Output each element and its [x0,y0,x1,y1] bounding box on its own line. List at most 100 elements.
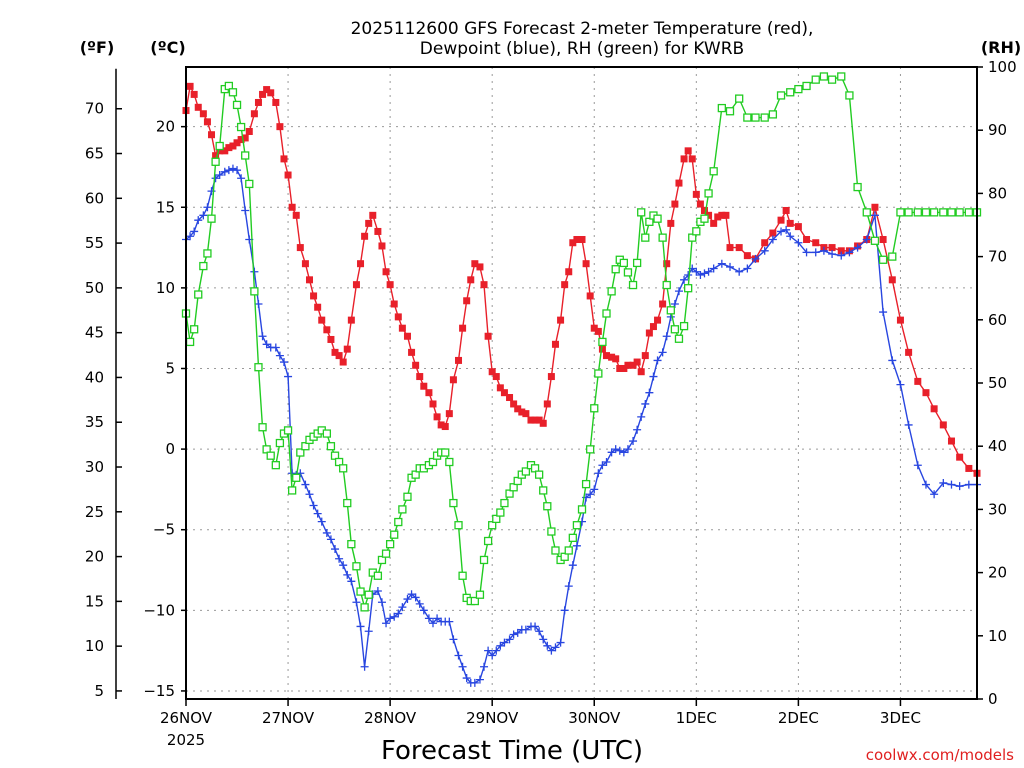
temperature-point [641,352,649,360]
temperature-point [331,348,339,356]
temperature-point [633,358,641,366]
temperature-point [412,361,420,369]
rh-point [547,527,556,536]
dewpoint-point [760,246,769,255]
dewpoint-point [228,164,237,173]
rh-point [185,337,195,347]
rh-point [496,508,505,517]
rh-point [215,141,224,151]
rh-point [776,91,786,100]
temperature-point [250,110,258,118]
dewpoint-point [190,227,199,236]
rh-point [632,258,642,268]
temperature-point [573,236,581,244]
dewpoint-point [364,627,373,636]
rh-point [271,461,280,470]
temperature-point [743,252,751,260]
temperature-point [310,292,318,300]
dewpoint-point [271,343,280,352]
rh-point [194,290,203,299]
dewpoint-point [535,627,544,636]
temperature-point [603,352,611,360]
dewpoint-point [454,651,463,660]
temperature-line [185,84,978,474]
temperature-point [777,216,785,224]
dewpoint-point [390,612,399,621]
temperature-point [586,292,594,300]
dewpoint-point [449,635,458,644]
chart-title-line-2: Dewpoint (blue), RH (green) for KWRB [420,39,744,59]
dewpoint-point [641,399,650,408]
temperature-point [608,353,616,361]
dewpoint-point [623,445,632,454]
dewpoint-point [394,609,403,618]
temperature-point [496,384,504,392]
rh-point [228,88,238,97]
dewpoint-point [658,348,667,357]
dewpoint-point [543,641,552,650]
rh-point [594,369,603,378]
c-tick-label: 10 [156,279,175,297]
dewpoint-point [653,356,662,365]
temperature-point [803,236,811,244]
temperature-point [551,340,559,348]
rh-point [888,252,897,261]
rh-tick-label: 10 [988,627,1007,645]
dewpoint-point [275,351,284,360]
temperature-point [794,223,802,231]
rh-point [913,208,922,217]
temperature-point [365,219,373,227]
dewpoint-point [241,206,250,215]
dewpoint-point [433,614,442,623]
rh-point [470,596,479,606]
dewpoint-point [356,622,365,631]
temperature-point [710,219,718,227]
temperature-point [361,232,369,240]
dewpoint-point [819,246,828,255]
credit-link[interactable]: coolwx.com/models [866,746,1014,764]
dewpoint-point [484,646,493,655]
rh-point [322,429,331,438]
dewpoint-point [828,250,837,259]
rh-point [373,571,383,580]
dewpoint-point [445,617,454,626]
rh-point [878,255,888,264]
dewpoint-point [921,480,930,489]
rh-point [250,287,259,296]
dewpoint-point [551,643,560,652]
temperature-point [488,368,496,376]
rh-tick-label: 30 [988,500,1007,518]
rh-point [398,505,407,514]
temperature-point [663,260,671,268]
dewpoint-point [802,248,811,257]
temperature-point [390,300,398,308]
temperature-point [879,236,887,244]
x-start-year-label: 2025 [167,731,205,749]
rh-point [768,110,778,119]
dewpoint-point [853,243,862,252]
series [181,72,982,687]
rh-point [853,182,862,192]
x-tick-label: 3DEC [880,709,921,727]
temperature-point [612,355,620,363]
temperature-point [510,400,518,408]
rh-tick-label: 60 [988,311,1007,329]
temperature-point [445,410,453,418]
temperature-point [471,260,479,268]
temperature-point [896,316,904,324]
temperature-point [726,244,734,252]
temperature-point [323,326,331,334]
dewpoint-point [684,270,693,279]
x-tick-label: 29NOV [466,709,519,727]
dewpoint-point [305,490,314,499]
dewpoint-point [301,480,310,489]
temperature-point [688,155,696,163]
axes: 26NOV 27NOV 28NOV 29NOV 30NOV 1DEC 2DEC 3DEC −15… [85,58,1017,727]
rh-point [666,306,675,315]
temperature-point [263,86,271,94]
rh-point [819,72,829,81]
dewpoint-point [398,603,407,612]
rh-point [343,498,352,508]
temperature-point [871,203,879,211]
